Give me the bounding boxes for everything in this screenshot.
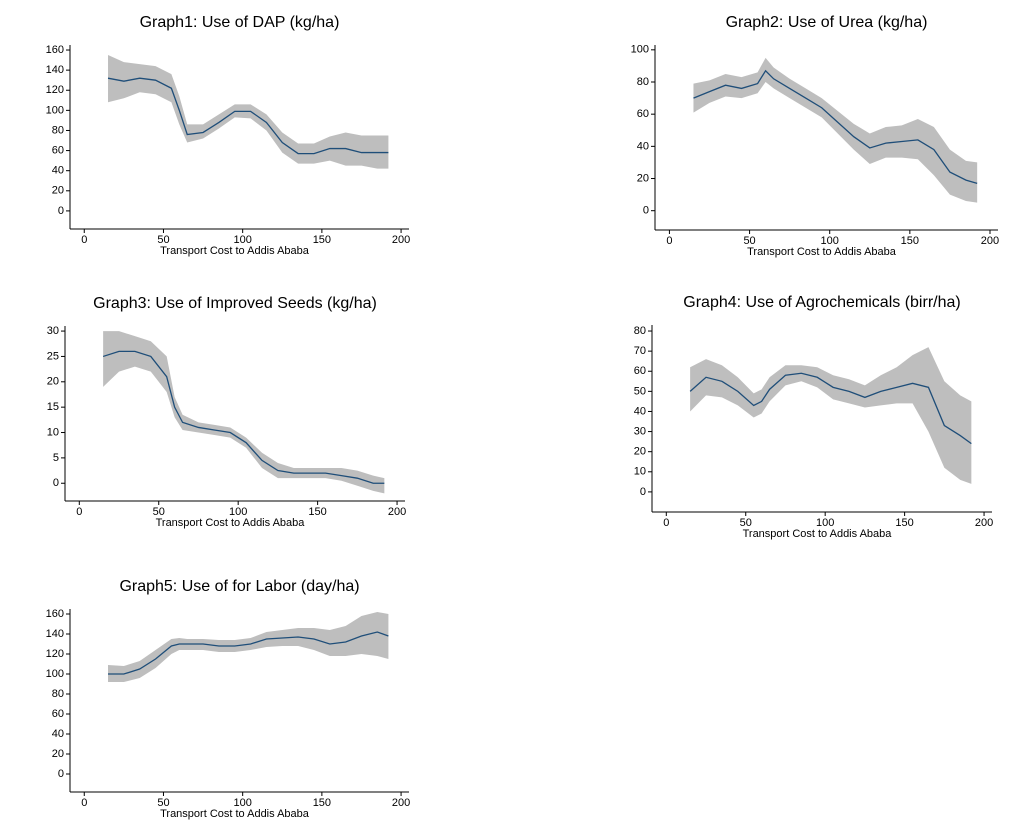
- y-tick-label: 160: [46, 608, 64, 620]
- confidence-band: [108, 612, 389, 682]
- y-tick-label: 140: [46, 64, 64, 76]
- x-tick-label: 150: [308, 506, 326, 518]
- data-line: [102, 350, 385, 484]
- x-tick-label: 200: [388, 506, 406, 518]
- y-tick-label: 60: [52, 144, 64, 156]
- y-tick-label: 20: [634, 446, 646, 458]
- y-tick-label: 120: [46, 648, 64, 660]
- y-tick-label: 160: [46, 44, 64, 56]
- y-tick-label: 60: [634, 365, 646, 377]
- x-tick-label: 50: [157, 797, 169, 809]
- y-tick-label: 40: [637, 140, 649, 152]
- y-tick-label: 20: [637, 172, 649, 184]
- x-tick-label: 100: [233, 797, 251, 809]
- x-tick-label: 200: [975, 517, 993, 529]
- y-tick-label: 60: [52, 708, 64, 720]
- x-axis-label: Transport Cost to Addis Ababa: [160, 245, 310, 257]
- x-tick-label: 100: [233, 234, 251, 246]
- y-tick-label: 40: [52, 728, 64, 740]
- chart-title: Graph4: Use of Agrochemicals (birr/ha): [683, 294, 960, 311]
- y-tick-label: 5: [53, 452, 59, 464]
- x-tick-label: 50: [740, 517, 752, 529]
- data-line: [689, 372, 972, 445]
- x-tick-label: 150: [313, 234, 331, 246]
- y-tick-label: 25: [47, 350, 59, 362]
- x-axis-label: Transport Cost to Addis Ababa: [747, 246, 897, 258]
- data-line: [107, 77, 389, 155]
- y-tick-label: 0: [53, 477, 59, 489]
- y-tick-label: 20: [52, 748, 64, 760]
- data-line: [108, 631, 389, 675]
- x-tick-label: 0: [81, 797, 87, 809]
- y-tick-label: 30: [634, 425, 646, 437]
- y-tick-label: 0: [58, 768, 64, 780]
- chart-title: Graph3: Use of Improved Seeds (kg/ha): [93, 295, 377, 312]
- y-tick-label: 50: [634, 385, 646, 397]
- x-tick-label: 100: [821, 235, 839, 247]
- x-tick-label: 100: [229, 506, 247, 518]
- y-tick-label: 40: [52, 165, 64, 177]
- y-tick-label: 60: [637, 108, 649, 120]
- confidence-band: [103, 331, 385, 494]
- x-tick-label: 200: [981, 235, 999, 247]
- y-tick-label: 80: [52, 688, 64, 700]
- confidence-band: [693, 57, 978, 203]
- y-tick-label: 140: [46, 628, 64, 640]
- y-tick-label: 20: [52, 185, 64, 197]
- x-tick-label: 200: [392, 797, 410, 809]
- y-tick-label: 20: [47, 376, 59, 388]
- y-tick-label: 0: [58, 205, 64, 217]
- subplot: 0 20 40 60 80 100 120 140 160 0 50 100 150 200 Graph1:…: [46, 14, 411, 257]
- subplot: 0 5 10 15 20 25 30 0 50 100 150 200 Graph3: Use of I…: [47, 295, 406, 529]
- x-tick-label: 0: [663, 517, 669, 529]
- x-tick-label: 100: [816, 517, 834, 529]
- y-tick-label: 120: [46, 84, 64, 96]
- x-tick-label: 150: [901, 235, 919, 247]
- confidence-band: [690, 347, 972, 484]
- chart-title: Graph5: Use of for Labor (day/ha): [119, 578, 359, 595]
- y-tick-label: 40: [634, 405, 646, 417]
- x-tick-label: 50: [153, 506, 165, 518]
- y-tick-label: 0: [640, 486, 646, 498]
- subplot: 0 10 20 30 40 50 60 70 80 0 50 100 150 200 Graph4: Use…: [634, 294, 993, 540]
- y-tick-label: 70: [634, 345, 646, 357]
- x-tick-label: 50: [157, 234, 169, 246]
- y-tick-label: 80: [52, 124, 64, 136]
- data-line: [693, 69, 978, 184]
- y-tick-label: 80: [634, 325, 646, 337]
- y-tick-label: 100: [46, 668, 64, 680]
- x-tick-label: 0: [81, 234, 87, 246]
- x-axis-label: Transport Cost to Addis Ababa: [156, 517, 306, 529]
- x-tick-label: 150: [895, 517, 913, 529]
- x-tick-label: 150: [313, 797, 331, 809]
- x-tick-label: 0: [666, 235, 672, 247]
- y-tick-label: 15: [47, 401, 59, 413]
- y-tick-label: 10: [47, 426, 59, 438]
- y-tick-label: 80: [637, 76, 649, 88]
- chart-title: Graph1: Use of DAP (kg/ha): [140, 14, 340, 31]
- y-tick-label: 30: [47, 325, 59, 337]
- subplot: 0 20 40 60 80 100 120 140 160 0 50 100 150 200 Graph5:…: [46, 578, 411, 820]
- y-tick-label: 100: [46, 104, 64, 116]
- subplot: 0 20 40 60 80 100 0 50 100 150 200 Graph2: Use of U…: [631, 14, 1000, 258]
- y-tick-label: 100: [631, 44, 649, 56]
- y-tick-label: 10: [634, 466, 646, 478]
- y-tick-label: 0: [643, 205, 649, 217]
- x-axis-label: Transport Cost to Addis Ababa: [160, 808, 310, 820]
- x-tick-label: 50: [743, 235, 755, 247]
- x-tick-label: 200: [392, 234, 410, 246]
- chart-title: Graph2: Use of Urea (kg/ha): [726, 14, 928, 31]
- x-tick-label: 0: [76, 506, 82, 518]
- x-axis-label: Transport Cost to Addis Ababa: [743, 528, 893, 540]
